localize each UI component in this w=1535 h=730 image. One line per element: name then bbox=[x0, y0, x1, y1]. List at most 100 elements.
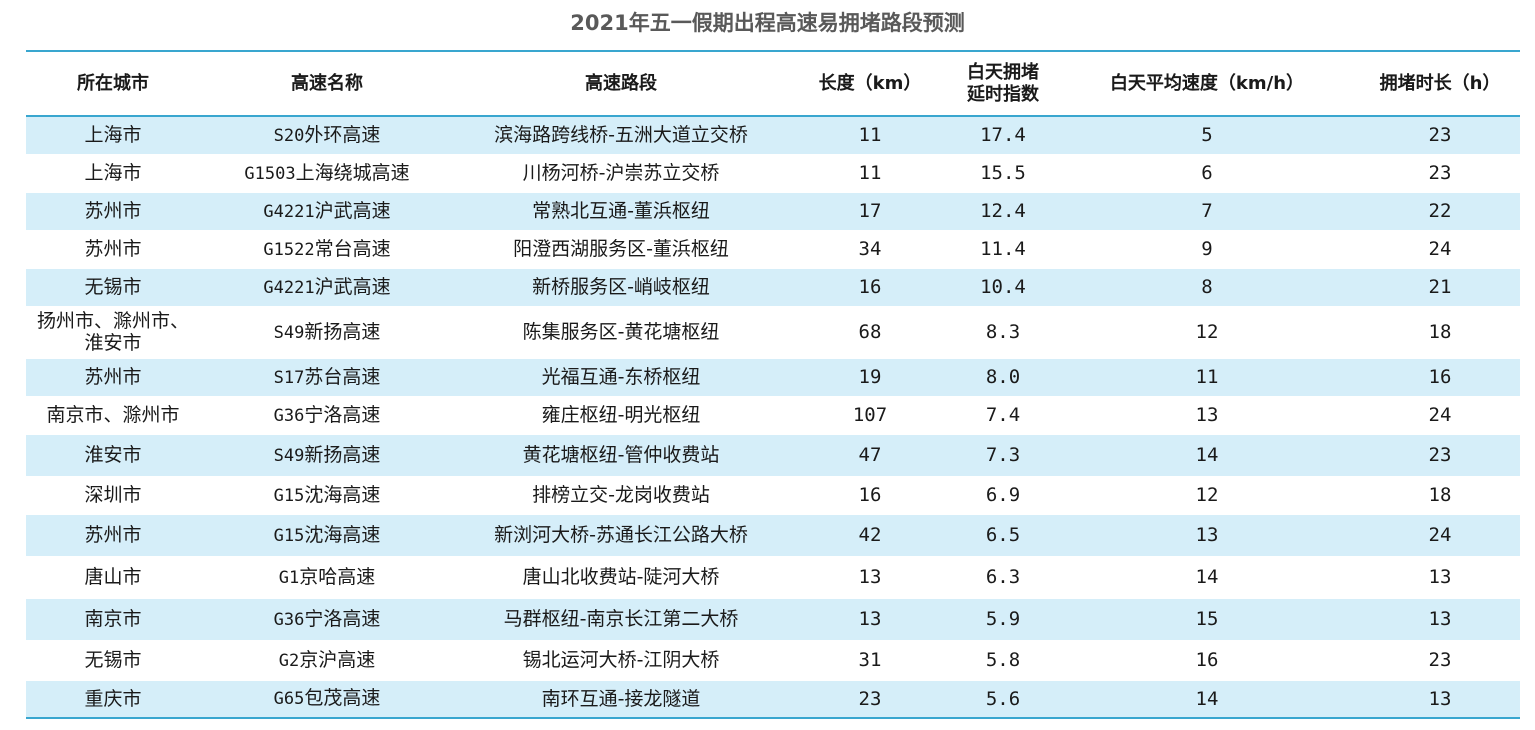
cell-length: 13 bbox=[858, 566, 882, 588]
cell-delay-index: 17.4 bbox=[980, 124, 1026, 147]
cell-city: 唐山市 bbox=[84, 566, 142, 588]
header-label: 白天平均速度（km/h） bbox=[1109, 72, 1305, 94]
highway-title: 新扬高速 bbox=[304, 443, 381, 466]
cell-highway-name: S20外环高速 bbox=[200, 116, 454, 154]
header-length: 长度（km） bbox=[788, 51, 952, 116]
cell-city: 南京市 bbox=[84, 608, 142, 630]
cell-avg-speed: 16 bbox=[1195, 649, 1219, 671]
cell-segment: 南环互通-接龙隧道 bbox=[541, 687, 701, 710]
cell-delay-index: 6.3 bbox=[985, 566, 1021, 588]
cell-duration: 13 bbox=[1428, 608, 1452, 630]
highway-code: G15 bbox=[273, 525, 305, 546]
table-row: 苏州市 G15沈海高速 新浏河大桥-苏通长江公路大桥 42 6.5 13 24 bbox=[26, 514, 1520, 556]
cell-highway-name: S49新扬高速 bbox=[200, 306, 454, 358]
cell-duration: 13 bbox=[1428, 687, 1452, 710]
highway-code: G1 bbox=[278, 567, 300, 588]
cell-avg-speed: 14 bbox=[1195, 687, 1219, 710]
cell-city: 苏州市 bbox=[84, 238, 142, 260]
cell-city: 淮安市 bbox=[84, 444, 142, 466]
header-label: 白天拥堵 bbox=[967, 61, 1039, 83]
cell-delay-index: 6.9 bbox=[985, 484, 1021, 506]
highway-code: G4221 bbox=[263, 277, 315, 298]
table-row: 重庆市 G65包茂高速 南环互通-接龙隧道 23 5.6 14 13 bbox=[26, 680, 1520, 718]
cell-duration: 23 bbox=[1428, 649, 1452, 671]
highway-code: G1503 bbox=[244, 163, 296, 184]
cell-city: 无锡市 bbox=[84, 276, 142, 298]
highway-code: G2 bbox=[278, 650, 300, 671]
cell-segment: 排榜立交-龙岗收费站 bbox=[532, 484, 710, 506]
cell-duration: 23 bbox=[1428, 162, 1452, 184]
cell-highway-name: G15沈海高速 bbox=[200, 514, 454, 556]
city-line: 扬州市、滁州市、 bbox=[36, 310, 189, 332]
cell-length: 13 bbox=[858, 608, 882, 630]
cell-city: 上海市 bbox=[84, 162, 142, 184]
cell-delay-index: 6.5 bbox=[985, 524, 1021, 546]
cell-delay-index: 10.4 bbox=[980, 276, 1026, 298]
cell-segment: 陈集服务区-黄花塘枢纽 bbox=[522, 321, 720, 343]
cell-avg-speed: 7 bbox=[1201, 200, 1213, 222]
highway-title: 宁洛高速 bbox=[304, 403, 381, 426]
cell-city: 苏州市 bbox=[84, 524, 142, 546]
cell-highway-name: S17苏台高速 bbox=[200, 358, 454, 396]
cell-delay-index: 7.3 bbox=[985, 444, 1021, 466]
cell-highway-name: G4221沪武高速 bbox=[200, 268, 454, 306]
cell-avg-speed: 5 bbox=[1201, 124, 1213, 147]
cell-city: 重庆市 bbox=[84, 687, 142, 710]
cell-city: 扬州市、滁州市、 淮安市 bbox=[26, 306, 200, 358]
highway-code: S49 bbox=[273, 445, 305, 466]
header-city: 所在城市 bbox=[26, 51, 200, 116]
highway-code: G4221 bbox=[263, 201, 315, 222]
cell-city: 苏州市 bbox=[84, 200, 142, 222]
table-row: 无锡市 G2京沪高速 锡北运河大桥-江阴大桥 31 5.8 16 23 bbox=[26, 640, 1520, 680]
congestion-table: 所在城市 高速名称 高速路段 长度（km） 白天拥堵 延时指数 白天平均速度（km/h） 拥堵… bbox=[26, 50, 1520, 719]
cell-city: 深圳市 bbox=[84, 484, 142, 506]
table-row: 淮安市 S49新扬高速 黄花塘枢纽-管仲收费站 47 7.3 14 23 bbox=[26, 434, 1520, 476]
cell-city: 苏州市 bbox=[84, 366, 142, 388]
table-row: 上海市 G1503上海绕城高速 川杨河桥-沪崇苏立交桥 11 15.5 6 23 bbox=[26, 154, 1520, 192]
table-row: 苏州市 G4221沪武高速 常熟北互通-董浜枢纽 17 12.4 7 22 bbox=[26, 192, 1520, 230]
cell-avg-speed: 13 bbox=[1195, 524, 1219, 546]
cell-duration: 13 bbox=[1428, 566, 1452, 588]
cell-delay-index: 5.9 bbox=[985, 608, 1021, 630]
highway-title: 京沪高速 bbox=[299, 648, 376, 671]
table-row: 无锡市 G4221沪武高速 新桥服务区-峭岐枢纽 16 10.4 8 21 bbox=[26, 268, 1520, 306]
cell-duration: 24 bbox=[1428, 238, 1452, 260]
header-delay-index: 白天拥堵 延时指数 bbox=[952, 51, 1054, 116]
cell-duration: 21 bbox=[1428, 276, 1452, 298]
cell-segment: 常熟北互通-董浜枢纽 bbox=[532, 200, 710, 222]
header-label: 所在城市 bbox=[77, 72, 149, 94]
cell-highway-name: G2京沪高速 bbox=[200, 640, 454, 680]
cell-segment: 光福互通-东桥枢纽 bbox=[541, 366, 701, 388]
highway-title: 苏台高速 bbox=[304, 365, 381, 388]
cell-highway-name: G36宁洛高速 bbox=[200, 598, 454, 640]
cell-city: 南京市、滁州市 bbox=[46, 404, 180, 426]
cell-segment: 马群枢纽-南京长江第二大桥 bbox=[503, 608, 739, 630]
cell-segment: 黄花塘枢纽-管仲收费站 bbox=[522, 444, 720, 466]
cell-avg-speed: 9 bbox=[1201, 238, 1213, 260]
cell-highway-name: G1522常台高速 bbox=[200, 230, 454, 268]
cell-length: 68 bbox=[858, 321, 882, 343]
cell-segment: 滨海路跨线桥-五洲大道立交桥 bbox=[494, 124, 748, 147]
header-label: 高速名称 bbox=[291, 72, 363, 94]
cell-length: 47 bbox=[858, 444, 882, 466]
cell-highway-name: S49新扬高速 bbox=[200, 434, 454, 476]
highway-code: G36 bbox=[273, 405, 305, 426]
cell-avg-speed: 8 bbox=[1201, 276, 1213, 298]
highway-code: S17 bbox=[273, 367, 305, 388]
highway-code: G65 bbox=[273, 689, 305, 710]
header-segment: 高速路段 bbox=[454, 51, 788, 116]
cell-avg-speed: 14 bbox=[1195, 444, 1219, 466]
cell-duration: 23 bbox=[1428, 124, 1452, 147]
cell-city: 无锡市 bbox=[84, 649, 142, 671]
cell-delay-index: 11.4 bbox=[980, 238, 1026, 260]
cell-delay-index: 15.5 bbox=[980, 162, 1026, 184]
cell-delay-index: 5.6 bbox=[985, 687, 1021, 710]
cell-duration: 24 bbox=[1428, 404, 1452, 426]
highway-title: 沈海高速 bbox=[304, 523, 381, 546]
header-highway-name: 高速名称 bbox=[200, 51, 454, 116]
table-row: 苏州市 S17苏台高速 光福互通-东桥枢纽 19 8.0 11 16 bbox=[26, 358, 1520, 396]
header-row: 所在城市 高速名称 高速路段 长度（km） 白天拥堵 延时指数 白天平均速度（km/h） 拥堵… bbox=[26, 51, 1520, 116]
highway-title: 京哈高速 bbox=[299, 565, 376, 588]
highway-code: S20 bbox=[273, 125, 305, 146]
cell-length: 34 bbox=[858, 238, 882, 260]
